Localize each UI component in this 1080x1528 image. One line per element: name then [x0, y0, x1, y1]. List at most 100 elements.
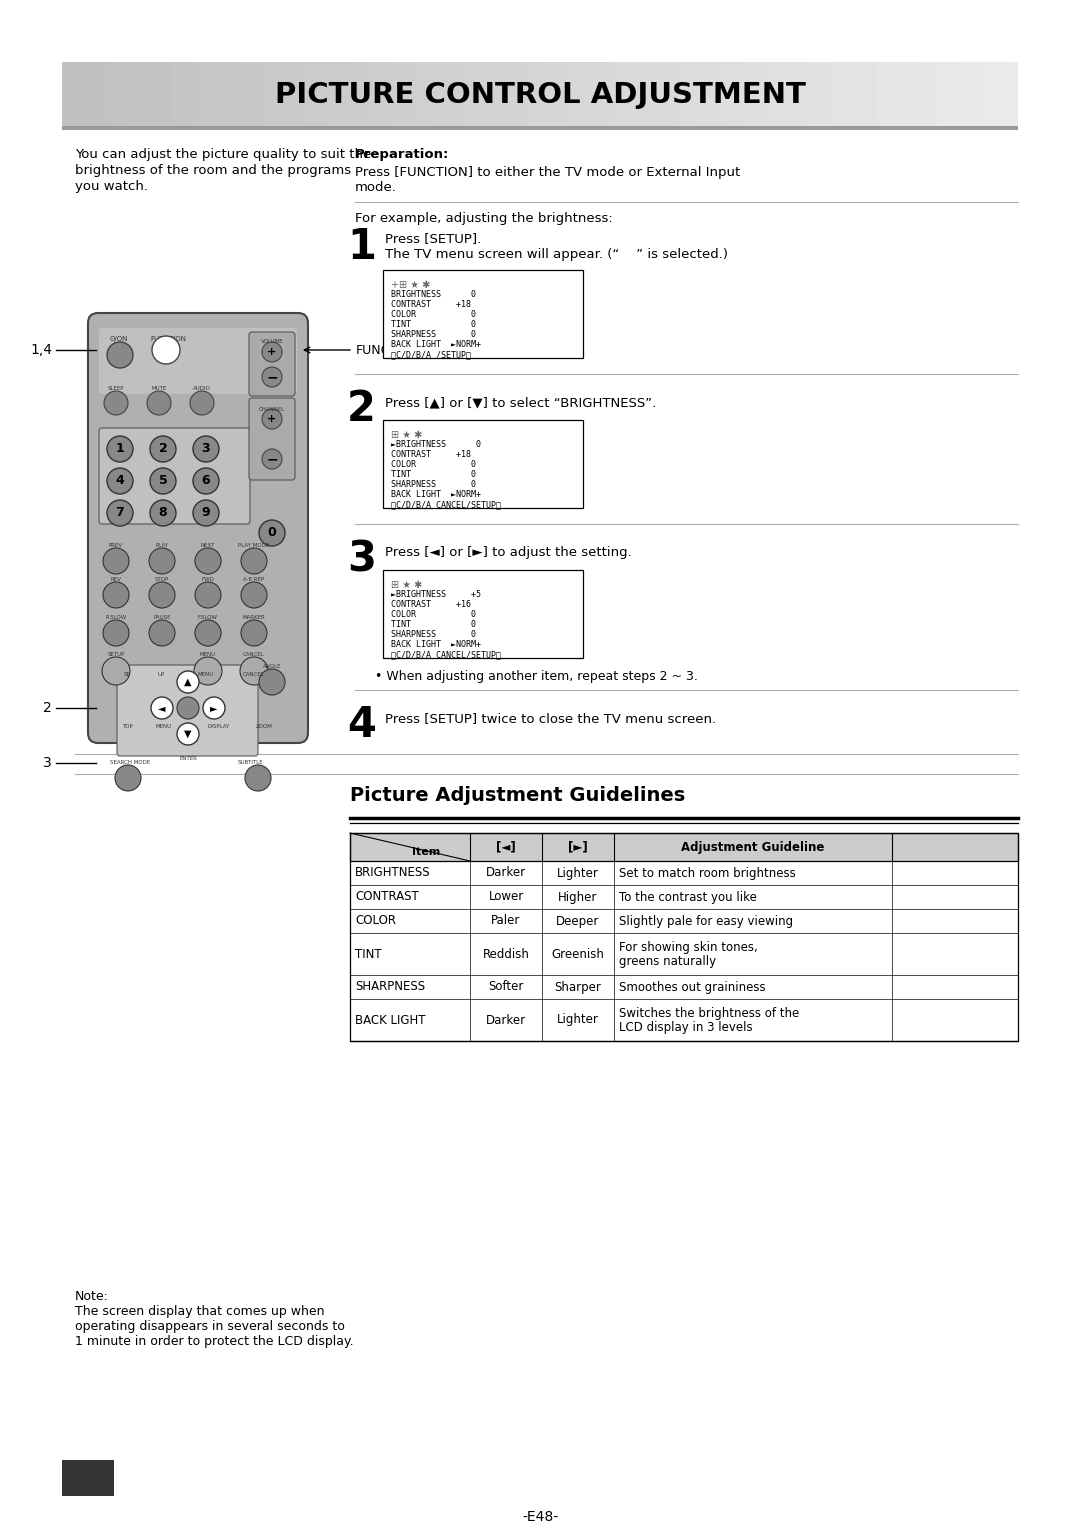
Text: The screen display that comes up when: The screen display that comes up when: [75, 1305, 324, 1319]
Text: Deeper: Deeper: [556, 914, 599, 927]
Circle shape: [103, 582, 129, 608]
Circle shape: [103, 549, 129, 575]
Text: BRIGHTNESS: BRIGHTNESS: [355, 866, 431, 880]
Text: 0: 0: [268, 527, 276, 539]
Circle shape: [190, 391, 214, 416]
Text: Picture Adjustment Guidelines: Picture Adjustment Guidelines: [350, 785, 685, 805]
Text: BACK LIGHT: BACK LIGHT: [355, 1013, 426, 1027]
Text: Paler: Paler: [491, 914, 521, 927]
Text: TINT: TINT: [355, 947, 381, 961]
Circle shape: [245, 766, 271, 792]
Text: 1: 1: [347, 226, 376, 267]
Text: To the contrast you like: To the contrast you like: [619, 891, 757, 903]
Text: −: −: [266, 370, 278, 384]
Text: MUTE: MUTE: [151, 387, 166, 391]
Text: COLOR           0: COLOR 0: [391, 460, 476, 469]
Circle shape: [149, 582, 175, 608]
Circle shape: [103, 620, 129, 646]
Text: Note:: Note:: [75, 1290, 109, 1303]
Circle shape: [177, 671, 199, 694]
Text: FUNCTION: FUNCTION: [356, 344, 421, 356]
Circle shape: [241, 549, 267, 575]
Circle shape: [193, 435, 219, 461]
Circle shape: [107, 342, 133, 368]
Text: 8: 8: [159, 506, 167, 520]
Circle shape: [203, 697, 225, 720]
Text: SEARCH MODE: SEARCH MODE: [110, 759, 150, 766]
Text: SHARPNESS       0: SHARPNESS 0: [391, 330, 476, 339]
Text: Lighter: Lighter: [557, 866, 599, 880]
Text: Press [FUNCTION] to either the TV mode or External Input: Press [FUNCTION] to either the TV mode o…: [355, 167, 740, 179]
Text: [►]: [►]: [568, 840, 588, 854]
Text: STOP: STOP: [154, 578, 170, 582]
Circle shape: [150, 435, 176, 461]
Bar: [350, 885, 1018, 909]
Bar: [350, 975, 1018, 999]
FancyBboxPatch shape: [99, 428, 249, 524]
Text: SHARPNESS       0: SHARPNESS 0: [391, 630, 476, 639]
Text: MARKER: MARKER: [243, 614, 266, 620]
Text: COLOR: COLOR: [355, 914, 396, 927]
Text: CANCEL: CANCEL: [243, 672, 265, 677]
Circle shape: [262, 449, 282, 469]
Text: Preparation:: Preparation:: [355, 148, 449, 160]
Text: Switches the brightness of the: Switches the brightness of the: [619, 1007, 799, 1021]
Text: CONTRAST     +18: CONTRAST +18: [391, 299, 471, 309]
Text: MENU: MENU: [156, 724, 172, 729]
Text: CHANNEL: CHANNEL: [259, 406, 285, 413]
Text: UP: UP: [158, 672, 165, 677]
Circle shape: [262, 367, 282, 387]
FancyBboxPatch shape: [117, 665, 258, 756]
Circle shape: [259, 669, 285, 695]
Text: COLOR           0: COLOR 0: [391, 310, 476, 319]
Text: 4: 4: [347, 704, 376, 746]
Circle shape: [107, 500, 133, 526]
Text: mode.: mode.: [355, 180, 396, 194]
Text: Softer: Softer: [488, 981, 524, 993]
Circle shape: [107, 435, 133, 461]
Circle shape: [241, 582, 267, 608]
Text: ⊞ ★ ✱: ⊞ ★ ✱: [391, 581, 422, 590]
Text: ►BRIGHTNESS     +5: ►BRIGHTNESS +5: [391, 590, 481, 599]
Text: FUNCTION: FUNCTION: [150, 336, 186, 342]
Text: PLAY MODE: PLAY MODE: [239, 542, 270, 549]
Text: ◄: ◄: [159, 703, 165, 714]
Text: For showing skin tones,: For showing skin tones,: [619, 941, 758, 953]
Text: ►BRIGHTNESS      0: ►BRIGHTNESS 0: [391, 440, 481, 449]
Text: 3: 3: [347, 538, 376, 581]
Text: R.SLOW: R.SLOW: [106, 614, 126, 620]
Text: VOLUME: VOLUME: [260, 339, 283, 344]
Text: 2: 2: [43, 701, 52, 715]
Text: Greenish: Greenish: [552, 947, 605, 961]
Text: SHARPNESS: SHARPNESS: [355, 981, 426, 993]
Bar: [350, 909, 1018, 934]
Text: -E48-: -E48-: [522, 1510, 558, 1523]
Text: PLAY: PLAY: [156, 542, 168, 549]
Text: CONTRAST     +18: CONTRAST +18: [391, 451, 471, 458]
Text: 3: 3: [202, 443, 211, 455]
Text: 1,4: 1,4: [30, 342, 52, 358]
Text: ⊞ ★ ✱: ⊞ ★ ✱: [391, 429, 422, 440]
Circle shape: [102, 657, 130, 685]
Text: F.SLOW: F.SLOW: [198, 614, 218, 620]
Text: Press [◄] or [►] to adjust the setting.: Press [◄] or [►] to adjust the setting.: [384, 545, 632, 559]
Text: Darker: Darker: [486, 1013, 526, 1027]
Circle shape: [259, 520, 285, 545]
Circle shape: [104, 391, 129, 416]
Text: SLEEP: SLEEP: [108, 387, 124, 391]
Circle shape: [177, 697, 199, 720]
Text: 〈C/D/B/A CANCEL/SETUP〉: 〈C/D/B/A CANCEL/SETUP〉: [391, 649, 501, 659]
Text: ZOOM: ZOOM: [256, 724, 273, 729]
Circle shape: [195, 549, 221, 575]
Circle shape: [262, 342, 282, 362]
Text: ►: ►: [211, 703, 218, 714]
Text: Darker: Darker: [486, 866, 526, 880]
FancyBboxPatch shape: [249, 332, 295, 396]
Text: DISPLAY: DISPLAY: [208, 724, 230, 729]
Text: Higher: Higher: [558, 891, 597, 903]
Circle shape: [149, 620, 175, 646]
Circle shape: [195, 620, 221, 646]
Bar: [383, 270, 583, 358]
Text: BRIGHTNESS      0: BRIGHTNESS 0: [391, 290, 476, 299]
Bar: [383, 420, 583, 507]
